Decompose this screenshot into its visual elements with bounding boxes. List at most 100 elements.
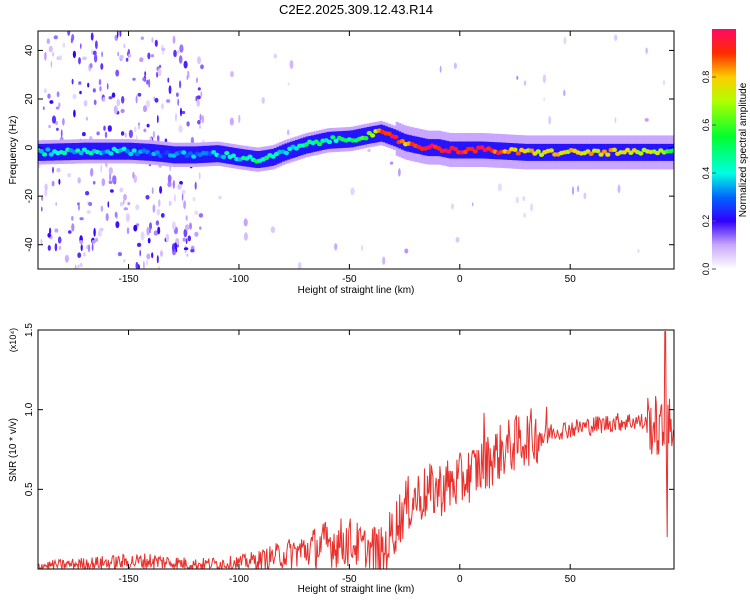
heatmap-speckle	[58, 55, 63, 61]
heatmap-band-cell	[178, 146, 182, 164]
heatmap-speckle	[194, 181, 197, 190]
heatmap-speckle	[79, 90, 82, 95]
heatmap-x-tick-label: -100	[229, 274, 249, 285]
heatmap-speckle	[77, 264, 80, 269]
heatmap-band-cell	[626, 143, 630, 161]
heatmap-speckle	[72, 50, 76, 59]
snr-x-axis-label: Height of straight line (km)	[298, 584, 415, 595]
heatmap-speckle	[201, 115, 205, 124]
heatmap-band-cell	[509, 143, 513, 160]
heatmap-speckle	[158, 199, 161, 208]
heatmap-speckle	[56, 127, 59, 131]
heatmap-speckle	[168, 200, 172, 207]
heatmap-speckle	[112, 175, 117, 184]
heatmap-ridge-cell	[48, 152, 54, 157]
heatmap-speckle	[167, 77, 170, 83]
heatmap-speckle	[156, 71, 159, 78]
figure-title: C2E2.2025.309.12.43.R14	[279, 2, 433, 17]
heatmap-speckle	[127, 202, 131, 206]
heatmap-speckle	[47, 93, 51, 99]
heatmap-speckle	[185, 238, 188, 245]
heatmap-speckle	[178, 125, 183, 133]
heatmap-speckle	[198, 124, 202, 129]
heatmap-speckle	[156, 135, 160, 142]
heatmap-band-cell	[223, 146, 227, 164]
heatmap-ridge-cell	[601, 149, 608, 154]
heatmap-speckle	[120, 131, 125, 136]
heatmap-band-cell	[236, 148, 240, 166]
heatmap-speckle	[177, 98, 180, 106]
heatmap-speckle	[119, 201, 124, 207]
heatmap-speckle	[97, 230, 102, 237]
heatmap-speckle	[453, 62, 457, 69]
heatmap-speckle	[92, 88, 96, 93]
heatmap-ridge-cell	[330, 135, 336, 140]
snr-plot-area	[38, 331, 674, 569]
heatmap-y-tick-label: 20	[24, 93, 35, 105]
heatmap-speckle	[189, 222, 192, 230]
heatmap-speckle	[139, 249, 141, 257]
heatmap-speckle	[523, 212, 526, 218]
heatmap-speckle	[153, 96, 156, 101]
heatmap-band-cell	[181, 146, 185, 164]
heatmap-speckle	[40, 238, 43, 245]
heatmap-speckle	[515, 196, 519, 204]
snr-x-ticks: -150 -100 -50 0 50	[119, 330, 576, 585]
heatmap-speckle	[135, 261, 139, 269]
heatmap-speckle	[88, 244, 91, 253]
heatmap-ridge-cell	[654, 150, 661, 156]
heatmap-speckle	[146, 123, 150, 128]
heatmap-speckle	[156, 115, 159, 124]
heatmap-ridge-cell	[452, 146, 458, 152]
heatmap-speckle	[46, 38, 50, 45]
heatmap-speckle	[382, 256, 386, 265]
heatmap-speckle	[181, 193, 184, 201]
heatmap-speckle	[158, 265, 160, 269]
heatmap-speckle	[530, 203, 533, 212]
heatmap-speckle	[64, 254, 69, 263]
heatmap-ridge-cell	[184, 153, 190, 159]
snr-x-tick-label: -50	[342, 574, 357, 585]
heatmap-band-cell	[239, 148, 243, 166]
heatmap-speckle	[134, 126, 137, 133]
heatmap-speckle	[67, 173, 72, 178]
heatmap-speckle	[273, 53, 278, 59]
heatmap-cells	[38, 31, 674, 269]
heatmap-speckle	[455, 237, 460, 243]
heatmap-band-cell	[220, 145, 224, 163]
heatmap-speckle	[125, 57, 129, 62]
heatmap-speckle	[563, 37, 567, 45]
heatmap-speckle	[159, 186, 163, 194]
heatmap-speckle	[181, 189, 186, 195]
snr-y-tick-label: 1.0	[24, 402, 35, 416]
heatmap-speckle	[398, 168, 401, 177]
heatmap-speckle	[125, 213, 130, 222]
heatmap-speckle	[79, 262, 83, 268]
heatmap-frame	[37, 30, 675, 270]
heatmap-speckle	[49, 227, 52, 235]
heatmap-speckle	[148, 78, 151, 88]
heatmap-ridge-cell	[264, 155, 270, 160]
heatmap-speckle	[116, 98, 121, 107]
heatmap-y-tick-label: 40	[24, 44, 35, 56]
heatmap-ridge-cell	[548, 148, 555, 153]
heatmap-speckle	[523, 80, 527, 86]
heatmap-speckle	[146, 259, 149, 266]
heatmap-speckle	[128, 129, 133, 139]
heatmap-speckle	[135, 95, 138, 104]
heatmap-speckle	[107, 201, 110, 208]
heatmap-band-cell	[462, 141, 465, 159]
heatmap-y-tick-label: -40	[24, 237, 35, 252]
heatmap-band-cell	[332, 131, 336, 149]
heatmap-speckle	[143, 260, 145, 269]
heatmap-band-cell	[122, 142, 126, 160]
heatmap-speckle	[583, 192, 587, 200]
heatmap-band-cell	[292, 140, 296, 158]
heatmap-speckle	[123, 259, 126, 263]
heatmap-ridge-cell	[45, 147, 51, 152]
heatmap-speckle	[230, 71, 234, 78]
heatmap-speckle	[132, 77, 136, 81]
heatmap-ridge-cell	[224, 150, 230, 156]
heatmap-band-cell	[642, 143, 646, 161]
heatmap-speckle	[52, 52, 55, 57]
